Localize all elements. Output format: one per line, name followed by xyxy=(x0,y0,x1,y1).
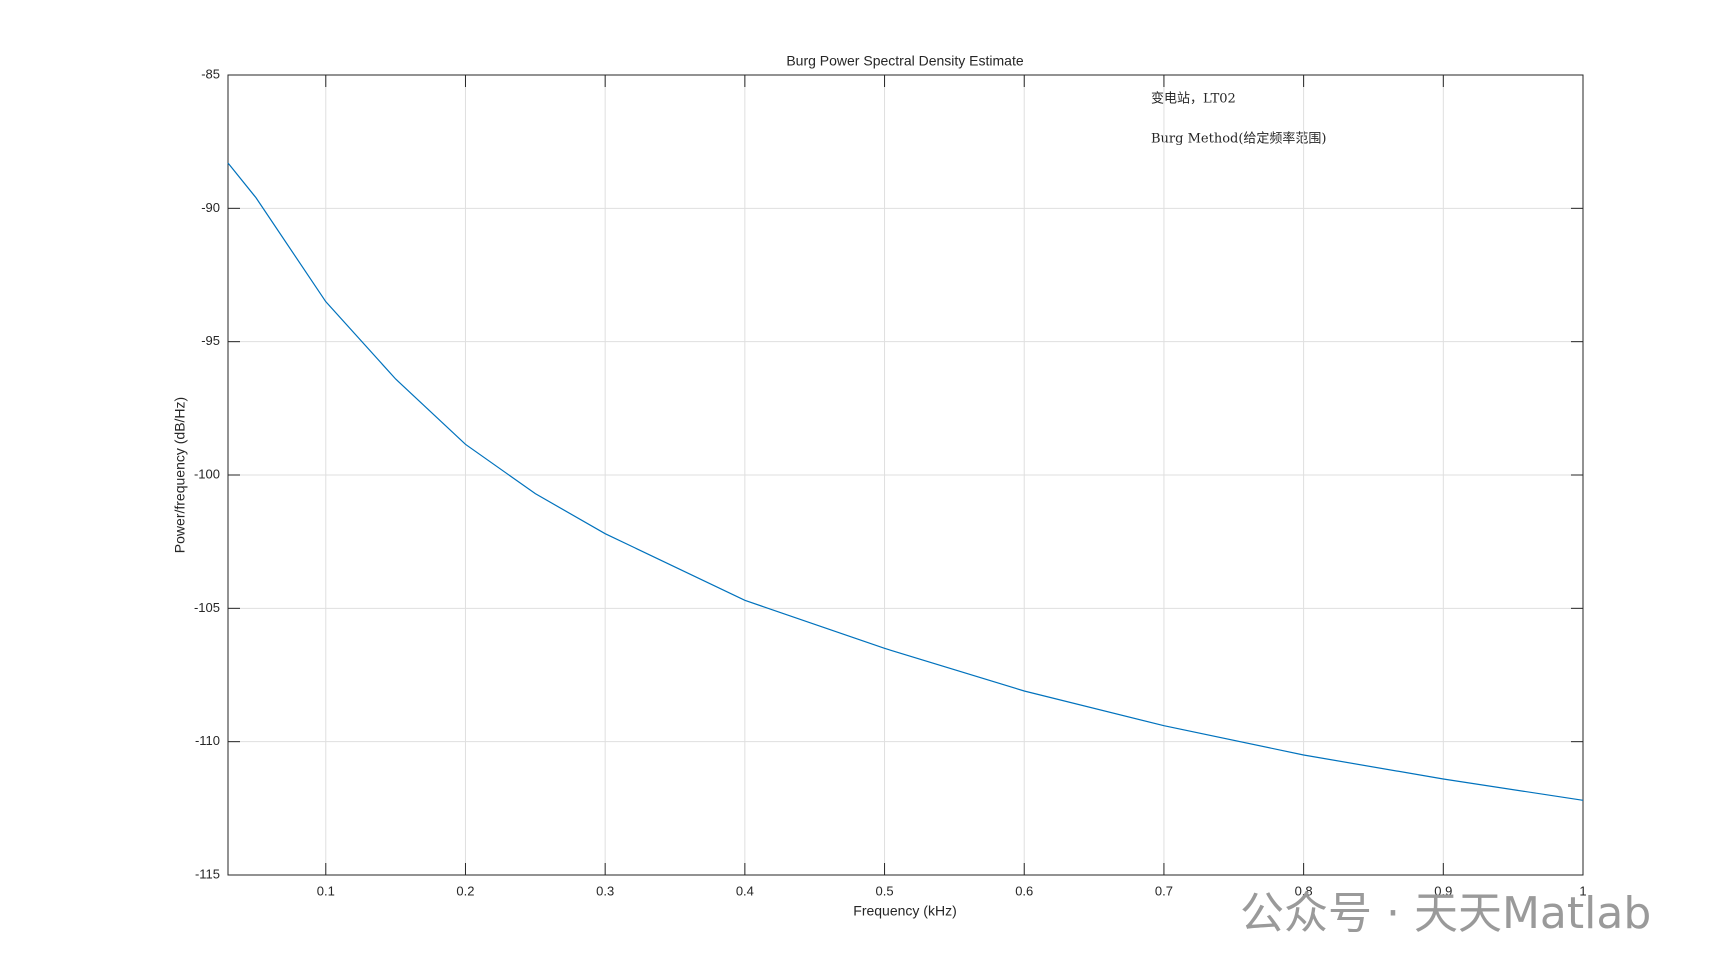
plot-box xyxy=(227,74,1584,876)
y-axis-label: Power/frequency (dB/Hz) xyxy=(172,397,188,553)
y-tick-label: -115 xyxy=(195,866,220,881)
annotation: Burg Method(给定频率范围) xyxy=(1151,131,1327,147)
x-axis-label: Frequency (kHz) xyxy=(853,903,956,919)
y-tick-label: -110 xyxy=(195,733,220,748)
x-tick-label: 0.9 xyxy=(1434,883,1452,898)
x-tick-label: 0.3 xyxy=(596,883,614,898)
chart-title: Burg Power Spectral Density Estimate xyxy=(786,53,1024,69)
y-tick-label: -85 xyxy=(201,66,220,81)
x-tick-label: 0.2 xyxy=(456,883,474,898)
annotation: 变电站，LT02 xyxy=(1151,91,1236,107)
x-tick-label: 0.6 xyxy=(1015,883,1033,898)
x-tick-label: 0.8 xyxy=(1295,883,1313,898)
watermark: 公众号 · 天天Matlab xyxy=(1240,888,1651,939)
y-tick-label: -100 xyxy=(194,466,220,481)
line-series xyxy=(227,162,1584,801)
x-tick-label: 1 xyxy=(1579,883,1586,898)
x-tick-label: 0.1 xyxy=(317,883,335,898)
x-tick-label: 0.5 xyxy=(876,883,894,898)
x-tick-label: 0.4 xyxy=(736,883,754,898)
y-tick-label: -105 xyxy=(194,600,220,615)
y-tick-label: -95 xyxy=(201,333,220,348)
y-tick-label: -90 xyxy=(201,200,220,215)
x-tick-label: 0.7 xyxy=(1155,883,1173,898)
